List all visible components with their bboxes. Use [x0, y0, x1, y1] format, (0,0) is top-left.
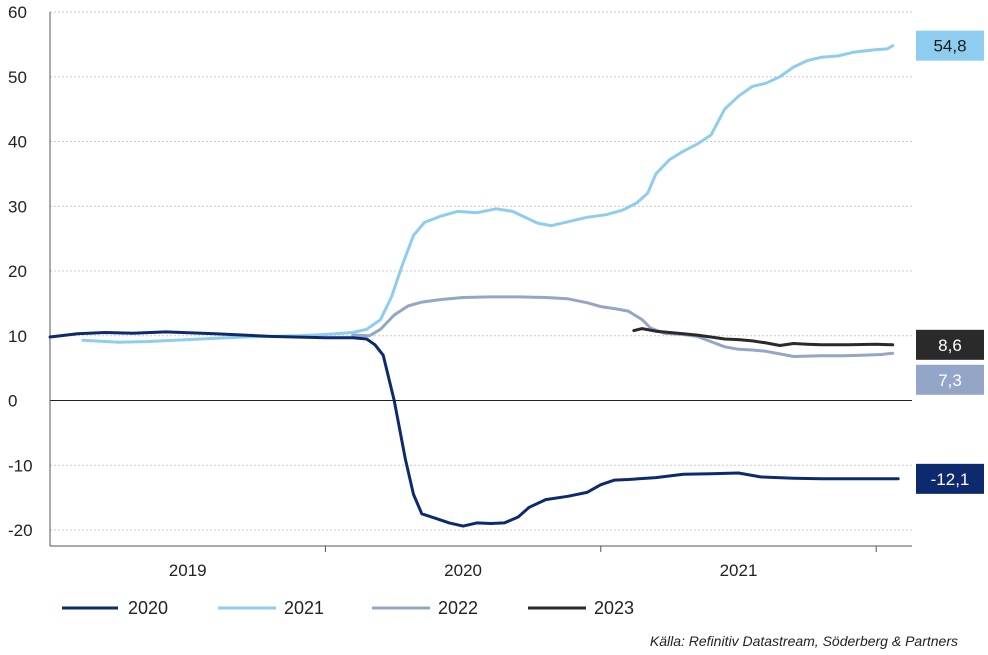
x-axis-category-labels: 2019 2020 2021 [169, 561, 758, 580]
series-line-2023 [632, 327, 895, 347]
series-line-2021 [81, 44, 895, 344]
y-tick-label: 60 [8, 3, 27, 22]
series-line-2020 [48, 330, 900, 528]
end-label-2020: -12,1 [916, 463, 984, 494]
series-line-2022 [351, 295, 895, 358]
end-label-2023: 8,6 [916, 329, 984, 360]
end-label-value: -12,1 [931, 470, 970, 489]
end-label-value: 7,3 [938, 371, 962, 390]
y-tick-label: 50 [8, 68, 27, 87]
y-tick-label: 30 [8, 197, 27, 216]
x-axis-ticks [324, 546, 877, 552]
gridlines [50, 11, 912, 531]
end-label-box [916, 364, 984, 395]
legend-label-2021: 2021 [284, 598, 324, 618]
source-note: Källa: Refinitiv Datastream, Söderberg &… [650, 633, 958, 649]
y-tick-label: -10 [8, 456, 33, 475]
y-tick-label: 10 [8, 327, 27, 346]
x-label-2019: 2019 [169, 561, 207, 580]
end-label-box [916, 463, 984, 494]
end-label-2021: 54,8 [916, 30, 984, 61]
end-label-value: 54,8 [933, 37, 966, 56]
y-tick-label: -20 [8, 521, 33, 540]
x-label-2020: 2020 [444, 561, 482, 580]
y-tick-label: 40 [8, 133, 27, 152]
y-tick-label: 0 [8, 392, 17, 411]
legend-label-2023: 2023 [594, 598, 634, 618]
legend-label-2022: 2022 [438, 598, 478, 618]
end-value-labels: -12,1 54,8 7,3 8,6 [916, 30, 984, 494]
end-label-2022: 7,3 [916, 364, 984, 395]
end-label-value: 8,6 [938, 336, 962, 355]
end-label-box [916, 329, 984, 360]
y-tick-label: 20 [8, 262, 27, 281]
x-label-2021: 2021 [720, 561, 758, 580]
y-axis-tick-labels: 60 50 40 30 20 10 0 -10 -20 [8, 3, 33, 540]
end-label-box [916, 30, 984, 61]
series-lines [48, 44, 900, 528]
legend-label-2020: 2020 [128, 598, 168, 618]
legend: 2020 2021 2022 2023 [62, 598, 634, 618]
